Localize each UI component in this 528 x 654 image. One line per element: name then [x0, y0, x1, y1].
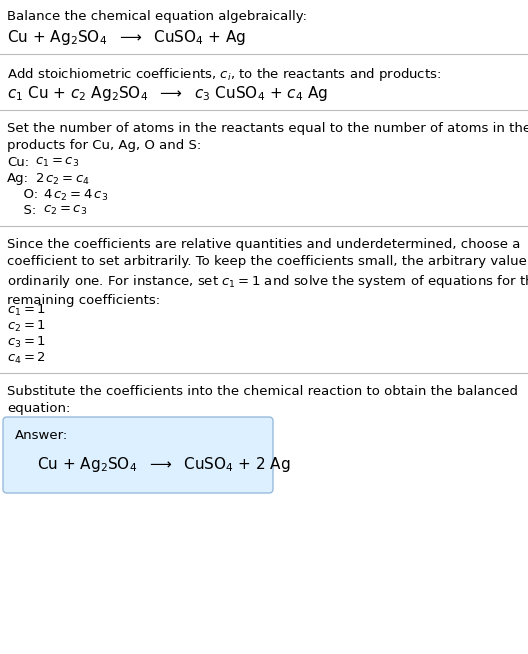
Text: $c_4 = 2$: $c_4 = 2$ — [7, 351, 46, 366]
Text: $c_2 = 1$: $c_2 = 1$ — [7, 319, 46, 334]
Text: Answer:: Answer: — [15, 429, 68, 442]
Text: $4\,c_2 = 4\,c_3$: $4\,c_2 = 4\,c_3$ — [43, 188, 108, 203]
Text: Substitute the coefficients into the chemical reaction to obtain the balanced
eq: Substitute the coefficients into the che… — [7, 385, 518, 415]
Text: O:: O: — [15, 188, 38, 201]
Text: Since the coefficients are relative quantities and underdetermined, choose a
coe: Since the coefficients are relative quan… — [7, 238, 528, 307]
Text: Cu + Ag$_2$SO$_4$  $\longrightarrow$  CuSO$_4$ + 2 Ag: Cu + Ag$_2$SO$_4$ $\longrightarrow$ CuSO… — [37, 455, 291, 474]
Text: $2\,c_2 = c_4$: $2\,c_2 = c_4$ — [35, 172, 90, 187]
Text: Cu:: Cu: — [7, 156, 29, 169]
Text: $c_1 = c_3$: $c_1 = c_3$ — [35, 156, 79, 169]
Text: $c_2 = c_3$: $c_2 = c_3$ — [43, 204, 87, 217]
Text: $c_1$ Cu + $c_2$ Ag$_2$SO$_4$  $\longrightarrow$  $c_3$ CuSO$_4$ + $c_4$ Ag: $c_1$ Cu + $c_2$ Ag$_2$SO$_4$ $\longrigh… — [7, 84, 328, 103]
Text: Balance the chemical equation algebraically:: Balance the chemical equation algebraica… — [7, 10, 307, 23]
Text: Set the number of atoms in the reactants equal to the number of atoms in the
pro: Set the number of atoms in the reactants… — [7, 122, 528, 152]
Text: Ag:: Ag: — [7, 172, 29, 185]
Text: S:: S: — [15, 204, 36, 217]
Text: $c_3 = 1$: $c_3 = 1$ — [7, 335, 46, 350]
Text: $c_1 = 1$: $c_1 = 1$ — [7, 303, 46, 318]
FancyBboxPatch shape — [3, 417, 273, 493]
Text: Cu + Ag$_2$SO$_4$  $\longrightarrow$  CuSO$_4$ + Ag: Cu + Ag$_2$SO$_4$ $\longrightarrow$ CuSO… — [7, 28, 246, 47]
Text: Add stoichiometric coefficients, $c_i$, to the reactants and products:: Add stoichiometric coefficients, $c_i$, … — [7, 66, 441, 83]
